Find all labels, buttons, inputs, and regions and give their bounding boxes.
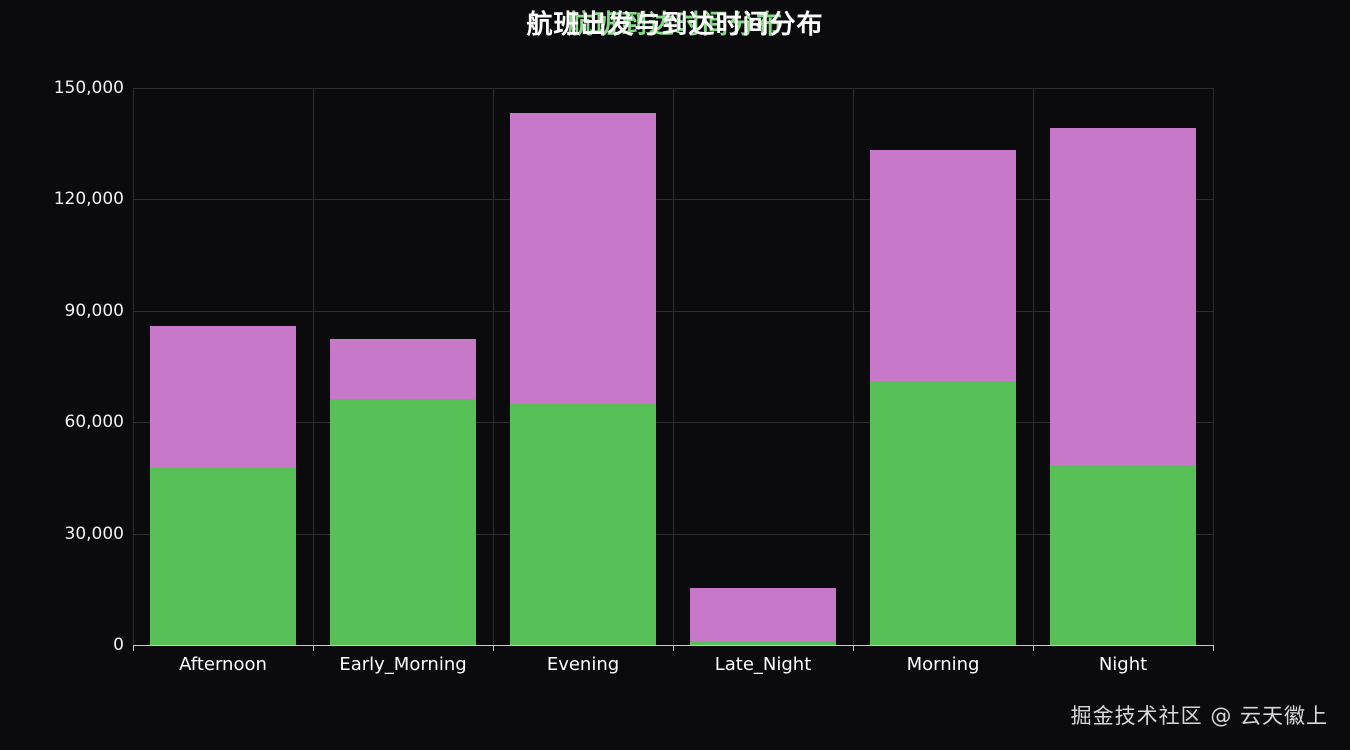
- bar-segment-purple-top-late_night[interactable]: [690, 588, 836, 641]
- bar-segment-purple-top-night[interactable]: [1050, 128, 1196, 466]
- y-tick-label: 0: [113, 635, 124, 655]
- bar-slot-night: [1033, 88, 1213, 645]
- y-tick-label: 90,000: [64, 300, 124, 321]
- y-tick-label: 30,000: [64, 523, 124, 544]
- bar-slot-late_night: [673, 88, 853, 645]
- bar-segment-green-bottom-early_morning[interactable]: [330, 398, 476, 645]
- bar-slot-evening: [493, 88, 673, 645]
- gridline-vertical: [133, 88, 134, 645]
- gridline-vertical: [1033, 88, 1034, 645]
- chart-title-overlay: 航班到达时间分布: [566, 10, 784, 40]
- bar-segment-purple-top-morning[interactable]: [870, 150, 1016, 381]
- x-category-label: Evening: [546, 654, 620, 675]
- chart-title: 航班出发与到达时间分布: [526, 10, 824, 40]
- x-axis-tick: [493, 645, 494, 651]
- x-category-label: Early_Morning: [339, 654, 467, 675]
- bar-slot-early_morning: [313, 88, 493, 645]
- gridline-vertical: [673, 88, 674, 645]
- x-axis-tick: [1033, 645, 1034, 651]
- bar-segment-purple-top-evening[interactable]: [510, 113, 656, 405]
- y-tick-label: 150,000: [53, 78, 124, 98]
- x-category-label: Morning: [906, 654, 980, 675]
- x-axis-tick: [313, 645, 314, 651]
- bar-segment-purple-top-early_morning[interactable]: [330, 339, 476, 399]
- x-axis-tick: [133, 645, 134, 651]
- plot-area: [133, 88, 1214, 646]
- watermark: 掘金技术社区 @ 云天徽上: [1070, 704, 1328, 728]
- bar-segment-green-bottom-evening[interactable]: [510, 404, 656, 645]
- gridline-vertical: [1213, 88, 1214, 645]
- bar-slot-afternoon: [133, 88, 313, 645]
- bar-segment-green-bottom-late_night[interactable]: [690, 640, 836, 645]
- x-axis-tick: [673, 645, 674, 651]
- x-axis-tick: [1213, 645, 1214, 651]
- bar-segment-purple-top-afternoon[interactable]: [150, 325, 296, 468]
- x-category-label: Late_Night: [714, 654, 812, 675]
- gridline-vertical: [853, 88, 854, 645]
- chart-title-area: 航班到达时间分布 航班出发与到达时间分布: [0, 4, 1350, 44]
- bar-segment-green-bottom-night[interactable]: [1050, 465, 1196, 645]
- y-tick-label: 60,000: [64, 412, 124, 433]
- x-category-label: Afternoon: [179, 654, 267, 675]
- bar-segment-green-bottom-afternoon[interactable]: [150, 467, 296, 645]
- gridline-vertical: [313, 88, 314, 645]
- x-axis-tick: [853, 645, 854, 651]
- bar-slot-morning: [853, 88, 1033, 645]
- gridline-vertical: [493, 88, 494, 645]
- x-category-label: Night: [1098, 654, 1148, 675]
- y-tick-label: 120,000: [53, 189, 124, 210]
- bar-segment-green-bottom-morning[interactable]: [870, 380, 1016, 645]
